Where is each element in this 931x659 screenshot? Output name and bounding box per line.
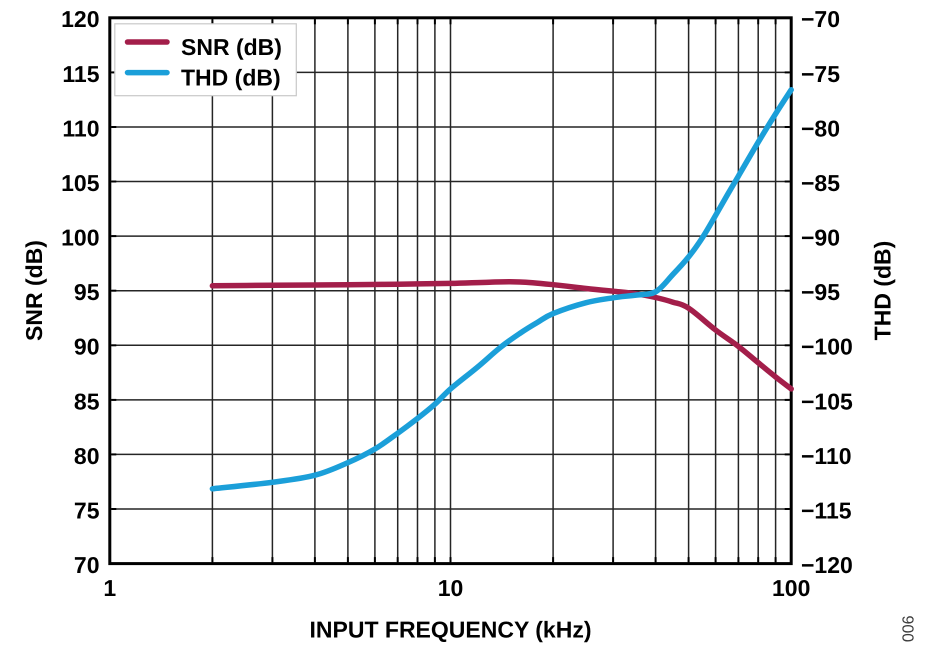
- svg-text:−90: −90: [801, 225, 840, 251]
- svg-text:1: 1: [103, 575, 116, 601]
- svg-text:120: 120: [61, 6, 99, 32]
- svg-text:−75: −75: [801, 61, 840, 87]
- svg-text:−85: −85: [801, 170, 840, 196]
- svg-text:90: 90: [74, 334, 100, 360]
- svg-text:80: 80: [74, 443, 100, 469]
- svg-text:−95: −95: [801, 279, 840, 305]
- svg-text:THD (dB): THD (dB): [870, 241, 896, 341]
- svg-text:−110: −110: [801, 443, 852, 469]
- svg-text:105: 105: [61, 170, 100, 196]
- svg-text:006: 006: [901, 615, 918, 642]
- svg-text:10: 10: [438, 575, 464, 601]
- svg-text:−115: −115: [801, 497, 852, 523]
- svg-text:SNR (dB): SNR (dB): [21, 240, 47, 341]
- svg-text:−120: −120: [801, 552, 853, 578]
- svg-text:SNR (dB): SNR (dB): [181, 34, 282, 60]
- svg-text:INPUT FREQUENCY (kHz): INPUT FREQUENCY (kHz): [310, 617, 592, 643]
- svg-text:85: 85: [74, 388, 100, 414]
- svg-text:70: 70: [74, 552, 100, 578]
- svg-text:−80: −80: [801, 115, 840, 141]
- svg-text:−100: −100: [801, 334, 853, 360]
- svg-text:75: 75: [74, 497, 100, 523]
- svg-text:100: 100: [61, 225, 99, 251]
- svg-text:110: 110: [62, 115, 99, 141]
- svg-text:100: 100: [772, 575, 810, 601]
- svg-text:95: 95: [74, 279, 100, 305]
- svg-text:−70: −70: [801, 6, 840, 32]
- svg-text:THD (dB): THD (dB): [181, 65, 281, 91]
- svg-text:115: 115: [62, 61, 99, 87]
- svg-text:−105: −105: [801, 388, 853, 414]
